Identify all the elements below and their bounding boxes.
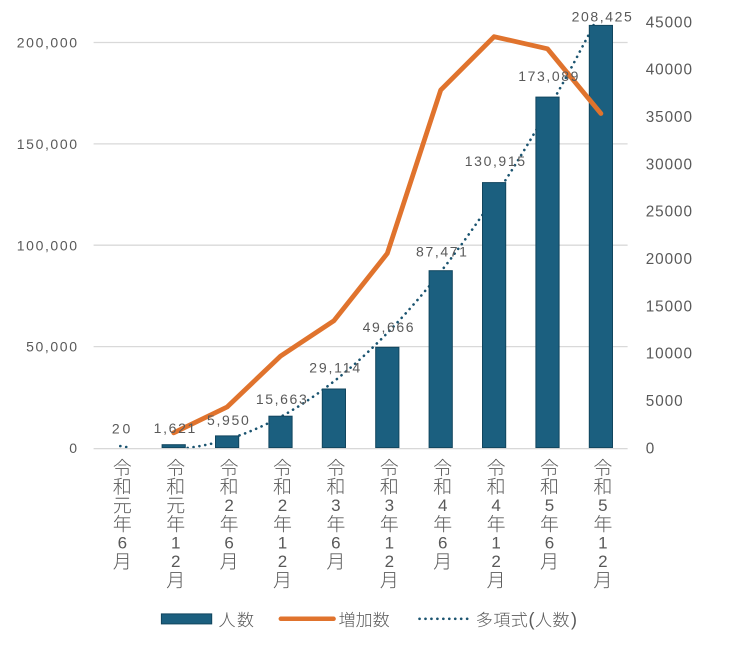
svg-text:4: 4 <box>438 496 447 515</box>
svg-text:2: 2 <box>224 496 233 515</box>
svg-text:2: 2 <box>491 552 500 571</box>
svg-text:6: 6 <box>438 534 447 553</box>
svg-text:130,915: 130,915 <box>465 153 525 169</box>
svg-text:25000: 25000 <box>646 204 692 221</box>
svg-text:0: 0 <box>69 440 77 456</box>
svg-text:20000: 20000 <box>646 251 692 268</box>
svg-text:173,089: 173,089 <box>518 68 578 84</box>
svg-text:15000: 15000 <box>646 298 692 315</box>
svg-text:2: 2 <box>385 552 394 571</box>
svg-text:6: 6 <box>331 534 340 553</box>
svg-text:2: 2 <box>598 552 607 571</box>
svg-text:(: ( <box>529 610 535 630</box>
svg-text:5,950: 5,950 <box>207 412 249 428</box>
svg-text:6: 6 <box>545 534 554 553</box>
svg-text:3: 3 <box>385 496 394 515</box>
svg-text:2: 2 <box>278 496 287 515</box>
svg-text:6: 6 <box>224 534 233 553</box>
svg-text:150,000: 150,000 <box>17 136 77 152</box>
svg-text:1: 1 <box>278 534 287 553</box>
svg-text:2: 2 <box>278 552 287 571</box>
svg-text:45000: 45000 <box>646 14 692 31</box>
svg-text:2: 2 <box>171 552 180 571</box>
svg-text:50,000: 50,000 <box>26 339 77 355</box>
svg-text:): ) <box>571 610 577 630</box>
svg-text:5000: 5000 <box>646 393 683 410</box>
svg-text:87,471: 87,471 <box>416 244 467 260</box>
svg-text:1,621: 1,621 <box>154 420 196 436</box>
svg-text:208,425: 208,425 <box>572 8 632 24</box>
svg-text:3: 3 <box>331 496 340 515</box>
svg-text:1: 1 <box>385 534 394 553</box>
svg-text:40000: 40000 <box>646 62 692 79</box>
svg-text:6: 6 <box>118 534 127 553</box>
svg-text:29,114: 29,114 <box>309 360 360 376</box>
svg-text:1: 1 <box>171 534 180 553</box>
svg-text:10000: 10000 <box>646 346 692 363</box>
svg-text:15,663: 15,663 <box>256 391 307 407</box>
svg-text:35000: 35000 <box>646 109 692 126</box>
svg-text:1: 1 <box>491 534 500 553</box>
svg-text:4: 4 <box>491 496 500 515</box>
svg-text:5: 5 <box>598 496 607 515</box>
svg-text:100,000: 100,000 <box>17 237 77 253</box>
svg-text:30000: 30000 <box>646 156 692 173</box>
svg-text:5: 5 <box>545 496 554 515</box>
svg-text:49,666: 49,666 <box>363 319 414 335</box>
svg-text:0: 0 <box>646 440 655 457</box>
svg-text:200,000: 200,000 <box>17 35 77 51</box>
svg-text:1: 1 <box>598 534 607 553</box>
